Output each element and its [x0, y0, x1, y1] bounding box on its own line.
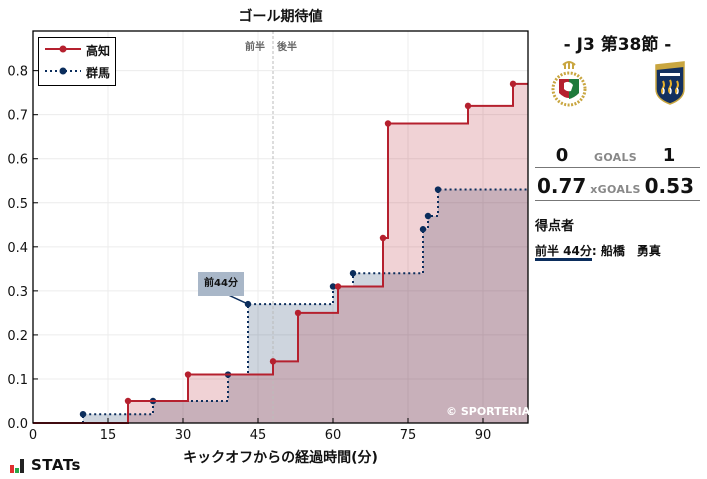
grid-lines — [32, 31, 528, 424]
svg-text:45: 45 — [250, 428, 267, 443]
scorer-name: : 船橋 勇真 — [591, 244, 661, 258]
svg-text:0.0: 0.0 — [7, 417, 28, 432]
kochi-crest-icon — [551, 61, 587, 107]
second-half-label: 後半 — [277, 42, 297, 53]
match-summary-panel: - J3 第38節 - 0 GOALS 1 0.77 xGOALS 0.53 得… — [535, 26, 700, 261]
svg-text:0.2: 0.2 — [7, 329, 28, 344]
svg-text:0.7: 0.7 — [7, 109, 28, 124]
goals-row: 0 GOALS 1 — [535, 145, 700, 168]
first-half-label: 前半 — [245, 42, 265, 53]
svg-text:0.8: 0.8 — [7, 65, 28, 80]
series-lines — [33, 80, 528, 424]
brand-label: STATs — [31, 456, 81, 474]
legend-item-kochi: 高知 — [39, 40, 115, 60]
xg-row: 0.77 xGOALS 0.53 — [535, 174, 700, 201]
legend-label: 群馬 — [86, 66, 111, 80]
bar-chart-icon — [10, 459, 24, 473]
series-areas — [33, 83, 528, 423]
xg-label: xGOALS — [590, 183, 641, 196]
svg-text:0.5: 0.5 — [7, 197, 28, 212]
svg-text:0: 0 — [29, 428, 37, 443]
home-goals: 0 — [555, 145, 569, 166]
svg-text:15: 15 — [100, 428, 117, 443]
svg-text:0.3: 0.3 — [7, 285, 28, 300]
goals-label: GOALS — [593, 151, 638, 164]
svg-text:60: 60 — [325, 428, 342, 443]
home-xg: 0.77 — [537, 174, 587, 198]
away-goals: 1 — [662, 145, 676, 166]
plot-frame — [32, 30, 529, 424]
chart-title: ゴール期待値 — [238, 9, 323, 25]
svg-text:90: 90 — [475, 428, 492, 443]
legend-label: 高知 — [86, 44, 111, 58]
axis-ticks: 0 15 30 45 60 75 90 0.0 0.1 0.2 0.3 0.4 0.5 0.6 0.7 0.8 — [7, 65, 491, 443]
scorer-item: 前半 44分: 船橋 勇真 — [535, 242, 700, 261]
svg-text:30: 30 — [175, 428, 192, 443]
legend-item-gunma: 群馬 — [39, 62, 115, 82]
svg-text:0.1: 0.1 — [7, 373, 28, 388]
legend-solid-line-icon — [45, 45, 81, 53]
away-xg: 0.53 — [644, 174, 694, 198]
legend-dotted-line-icon — [45, 67, 81, 75]
scorer-time: 前半 44分 — [535, 244, 592, 261]
svg-text:75: 75 — [400, 428, 417, 443]
x-axis-label: キックオフからの経過時間(分) — [183, 450, 378, 466]
gunma-crest-icon — [655, 61, 685, 105]
watermark: © SPORTERIA — [446, 405, 531, 418]
goal-annotation: 前44分 — [198, 272, 244, 296]
stats-brand: STATs — [10, 458, 81, 473]
svg-text:0.4: 0.4 — [7, 241, 28, 256]
svg-text:0.6: 0.6 — [7, 153, 28, 168]
match-round: - J3 第38節 - — [563, 35, 672, 55]
scorers-heading: 得点者 — [535, 219, 575, 234]
chart-legend: 高知 群馬 — [38, 37, 116, 86]
team-logos — [535, 61, 700, 117]
